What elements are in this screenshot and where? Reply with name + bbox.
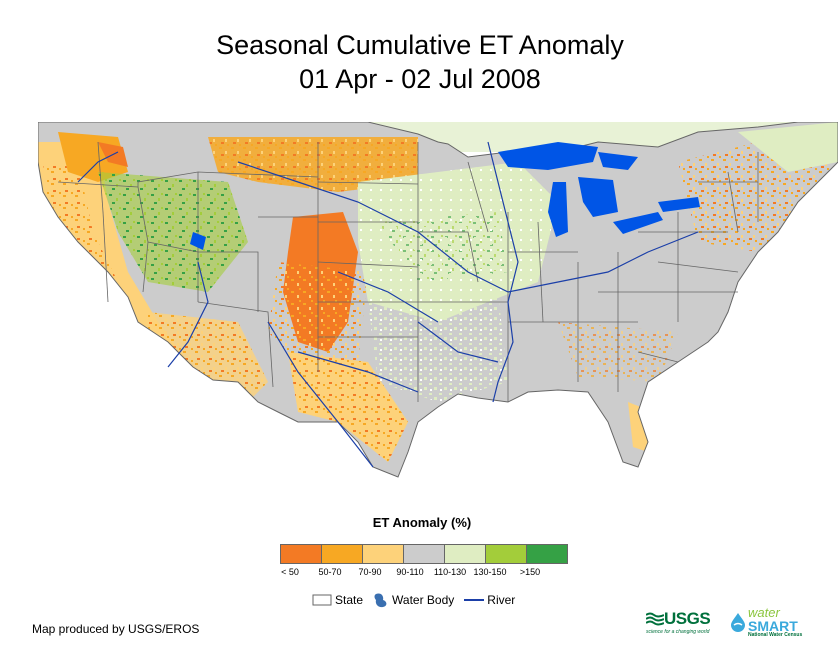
symbol-legend: State Water Body River	[312, 592, 525, 608]
us-et-anomaly-map	[38, 122, 838, 478]
lake-michigan-north	[598, 152, 638, 170]
lake-superior	[498, 142, 598, 170]
lake-ontario	[658, 197, 700, 212]
legend-swatch-110-130	[445, 545, 486, 563]
arkansas-river	[337, 271, 439, 323]
colorado-river	[167, 261, 209, 368]
legend-swatch-90-110	[404, 545, 445, 563]
columbia-river	[77, 151, 119, 183]
rivers	[77, 141, 699, 468]
legend-label: 110-130	[433, 567, 467, 577]
watersmart-census-text: National Water Census	[748, 632, 803, 638]
usgs-waves-icon	[646, 612, 664, 626]
usgs-tagline: science for a changing world	[646, 629, 710, 635]
legend-labels: < 50 50-70 70-90 90-110 110-130 130-150 …	[270, 567, 574, 577]
southern-river	[417, 321, 499, 363]
ohio-river	[507, 231, 699, 293]
legend-label: 50-70	[318, 567, 342, 577]
legend-label: < 50	[281, 567, 299, 577]
title-line-2: 01 Apr - 02 Jul 2008	[299, 64, 541, 94]
legend-title: ET Anomaly (%)	[372, 515, 472, 530]
legend-swatch-50-70	[322, 545, 363, 563]
title-line-1: Seasonal Cumulative ET Anomaly	[216, 30, 624, 60]
state-borders	[57, 141, 759, 402]
legend-label: >150	[519, 567, 541, 577]
legend-river: River	[464, 593, 515, 607]
anomaly-raster	[38, 122, 838, 477]
rio-grande	[267, 321, 374, 468]
legend-swatch-gt150	[527, 545, 567, 563]
map-credit: Map produced by USGS/EROS	[32, 622, 200, 636]
legend-water-body-label: Water Body	[392, 593, 455, 607]
great-salt-lake	[190, 232, 206, 250]
mississippi-river	[487, 141, 519, 403]
legend-label: 130-150	[473, 567, 507, 577]
water-bodies	[190, 142, 700, 250]
state-swatch-icon	[312, 594, 332, 606]
red-river	[297, 351, 419, 393]
legend-label: 70-90	[358, 567, 382, 577]
legend-swatch-130-150	[486, 545, 527, 563]
usgs-wordmark: USGS	[664, 609, 711, 628]
legend-river-label: River	[487, 593, 516, 607]
legend-color-bar	[280, 544, 568, 564]
legend-water-body: Water Body	[373, 592, 454, 608]
lake-michigan	[548, 182, 568, 237]
water-body-icon	[374, 593, 387, 608]
water-drop-icon	[731, 613, 745, 632]
lake-huron	[578, 177, 618, 217]
watersmart-smart-text: SMART	[748, 618, 798, 634]
legend-state: State	[312, 593, 363, 607]
watersmart-water-text: water	[748, 605, 780, 620]
legend-state-label: State	[335, 593, 364, 607]
watersmart-logo: water SMART National Water Census	[728, 606, 802, 638]
legend-swatch-lt50	[281, 545, 322, 563]
legend-swatch-70-90	[363, 545, 404, 563]
river-line-icon	[464, 599, 485, 601]
usgs-logo: USGS science for a changing world	[646, 609, 711, 635]
missouri-river	[237, 161, 509, 293]
legend-label: 90-110	[396, 567, 424, 577]
map-title: Seasonal Cumulative ET Anomaly 01 Apr - …	[0, 28, 840, 96]
lake-erie	[613, 212, 663, 234]
